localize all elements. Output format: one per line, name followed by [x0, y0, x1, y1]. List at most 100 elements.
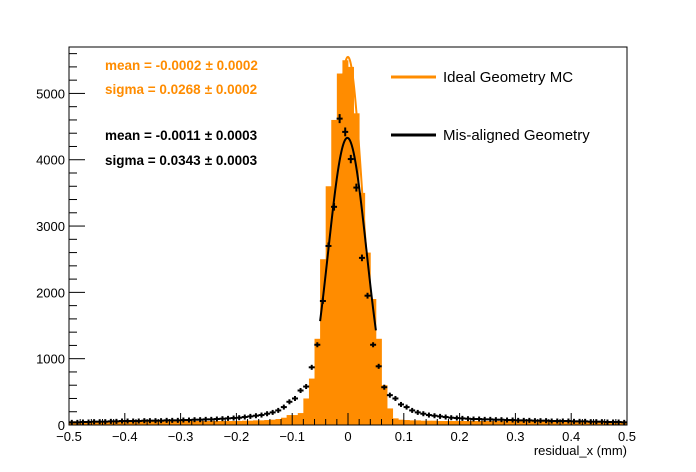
ideal-histogram-bar — [163, 421, 170, 425]
misaligned-point — [342, 127, 349, 137]
y-tick-label: 0 — [58, 418, 65, 433]
misaligned-point — [163, 417, 170, 423]
ideal-histogram-bar — [225, 421, 232, 425]
misaligned-point — [325, 242, 332, 250]
misaligned-point — [386, 392, 393, 398]
x-tick-label: −0.3 — [168, 429, 194, 444]
misaligned-point — [91, 419, 98, 425]
ideal-histogram-bar — [208, 421, 215, 425]
ideal-histogram-bar — [191, 421, 198, 425]
misaligned-point — [68, 419, 75, 425]
misaligned-point — [236, 415, 243, 421]
misaligned-mean-error: ± 0.0003 — [205, 128, 258, 143]
x-tick-label: 0.5 — [618, 429, 636, 444]
ideal-mean-value: mean = -0.0002 — [105, 58, 201, 73]
ideal-histogram-bar — [197, 421, 204, 425]
misaligned-point — [526, 417, 533, 423]
misaligned-point — [264, 411, 271, 417]
x-axis-title: residual_x (mm) — [534, 443, 627, 458]
ideal-histogram-bar — [493, 421, 500, 425]
misaligned-point — [610, 419, 617, 425]
ideal-histogram-bar — [353, 113, 360, 425]
ideal-histogram-bar — [241, 420, 248, 425]
misaligned-point — [459, 415, 466, 421]
misaligned-point — [537, 418, 544, 424]
ideal-histogram-bar — [186, 421, 193, 425]
misaligned-point — [180, 417, 187, 423]
misaligned-sigma-error: ± 0.0003 — [205, 153, 258, 168]
misaligned-point — [141, 418, 148, 424]
misaligned-point — [481, 416, 488, 422]
misaligned-point — [213, 416, 220, 422]
ideal-histogram-bar — [420, 420, 427, 425]
ideal-histogram-bar — [336, 73, 343, 425]
y-tick-label: 5000 — [36, 86, 65, 101]
misaligned-point — [74, 419, 81, 425]
misaligned-point — [96, 419, 103, 425]
ideal-histogram-bar — [398, 419, 405, 425]
misaligned-point — [269, 409, 276, 415]
ideal-histogram-bar — [392, 418, 399, 425]
misaligned-point — [554, 418, 561, 424]
x-tick-label: 0 — [344, 429, 351, 444]
misaligned-point — [565, 418, 572, 424]
misaligned-point — [185, 417, 192, 423]
misaligned-point — [275, 407, 282, 413]
ideal-histogram-bar — [403, 420, 410, 425]
misaligned-point — [492, 417, 499, 423]
misaligned-point — [286, 399, 293, 405]
misaligned-point — [431, 413, 438, 419]
misaligned-point — [308, 364, 315, 370]
ideal-histogram-bar — [292, 415, 299, 425]
misaligned-point — [515, 417, 522, 423]
misaligned-point — [241, 414, 248, 420]
ideal-histogram-bar — [459, 421, 466, 425]
misaligned-point — [398, 401, 405, 407]
legend-misaligned-label: Mis-aligned Geometry — [443, 127, 590, 144]
y-tick-label: 1000 — [36, 352, 65, 367]
misaligned-point — [230, 415, 237, 421]
misaligned-point — [576, 418, 583, 424]
misaligned-point — [303, 384, 310, 390]
misaligned-point — [152, 418, 159, 424]
misaligned-point — [197, 417, 204, 423]
ideal-histogram-bar — [214, 421, 221, 425]
misaligned-point — [314, 342, 321, 348]
ideal-histogram-bar — [364, 252, 371, 425]
x-tick-label: −0.2 — [224, 429, 250, 444]
ideal-histogram-bar — [264, 420, 271, 425]
misaligned-point — [548, 418, 555, 424]
ideal-histogram-bar — [431, 420, 438, 425]
ideal-histogram-bar — [230, 421, 237, 425]
legend-ideal-label: Ideal Geometry MC — [443, 69, 573, 86]
misaligned-point — [225, 415, 232, 421]
misaligned-point — [403, 404, 410, 410]
ideal-histogram-bar — [414, 420, 421, 425]
misaligned-sigma-stat: sigma = 0.0343 ± 0.0003 — [105, 153, 258, 168]
x-tick-label: 0.3 — [506, 429, 524, 444]
misaligned-point — [543, 418, 550, 424]
ideal-histogram-bar — [426, 420, 433, 425]
ideal-histogram-bar — [481, 421, 488, 425]
ideal-histogram-bar — [258, 420, 265, 425]
misaligned-point — [202, 416, 209, 422]
ideal-histogram-bar — [180, 421, 187, 425]
ideal-histogram-bar — [202, 421, 209, 425]
misaligned-mean-stat: mean = -0.0011 ± 0.0003 — [105, 128, 258, 143]
misaligned-point — [582, 418, 589, 424]
misaligned-point — [319, 298, 326, 304]
misaligned-point — [604, 419, 611, 425]
legend: Ideal Geometry MC Mis-aligned Geometry — [391, 69, 590, 144]
misaligned-point — [453, 415, 460, 421]
misaligned-mean-value: mean = -0.0011 — [105, 128, 201, 143]
ideal-histogram-bar — [281, 417, 288, 425]
misaligned-point — [414, 409, 421, 415]
misaligned-point — [364, 292, 371, 299]
ideal-histogram-bar — [286, 415, 293, 425]
misaligned-point — [559, 418, 566, 424]
misaligned-point — [174, 417, 181, 423]
misaligned-point — [353, 183, 360, 192]
ideal-histogram-bar — [520, 421, 527, 425]
ideal-sigma-stat: sigma = 0.0268 ± 0.0002 — [105, 82, 257, 97]
